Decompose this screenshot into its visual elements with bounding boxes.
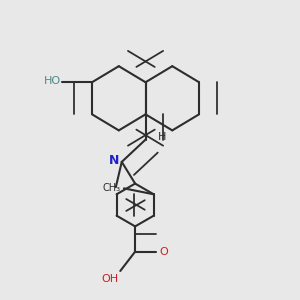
Text: O: O [159,247,168,257]
Text: N: N [108,154,119,167]
Text: HO: HO [44,76,61,86]
Text: H: H [158,132,166,142]
Text: CH₃: CH₃ [103,183,121,193]
Text: OH: OH [102,274,119,284]
